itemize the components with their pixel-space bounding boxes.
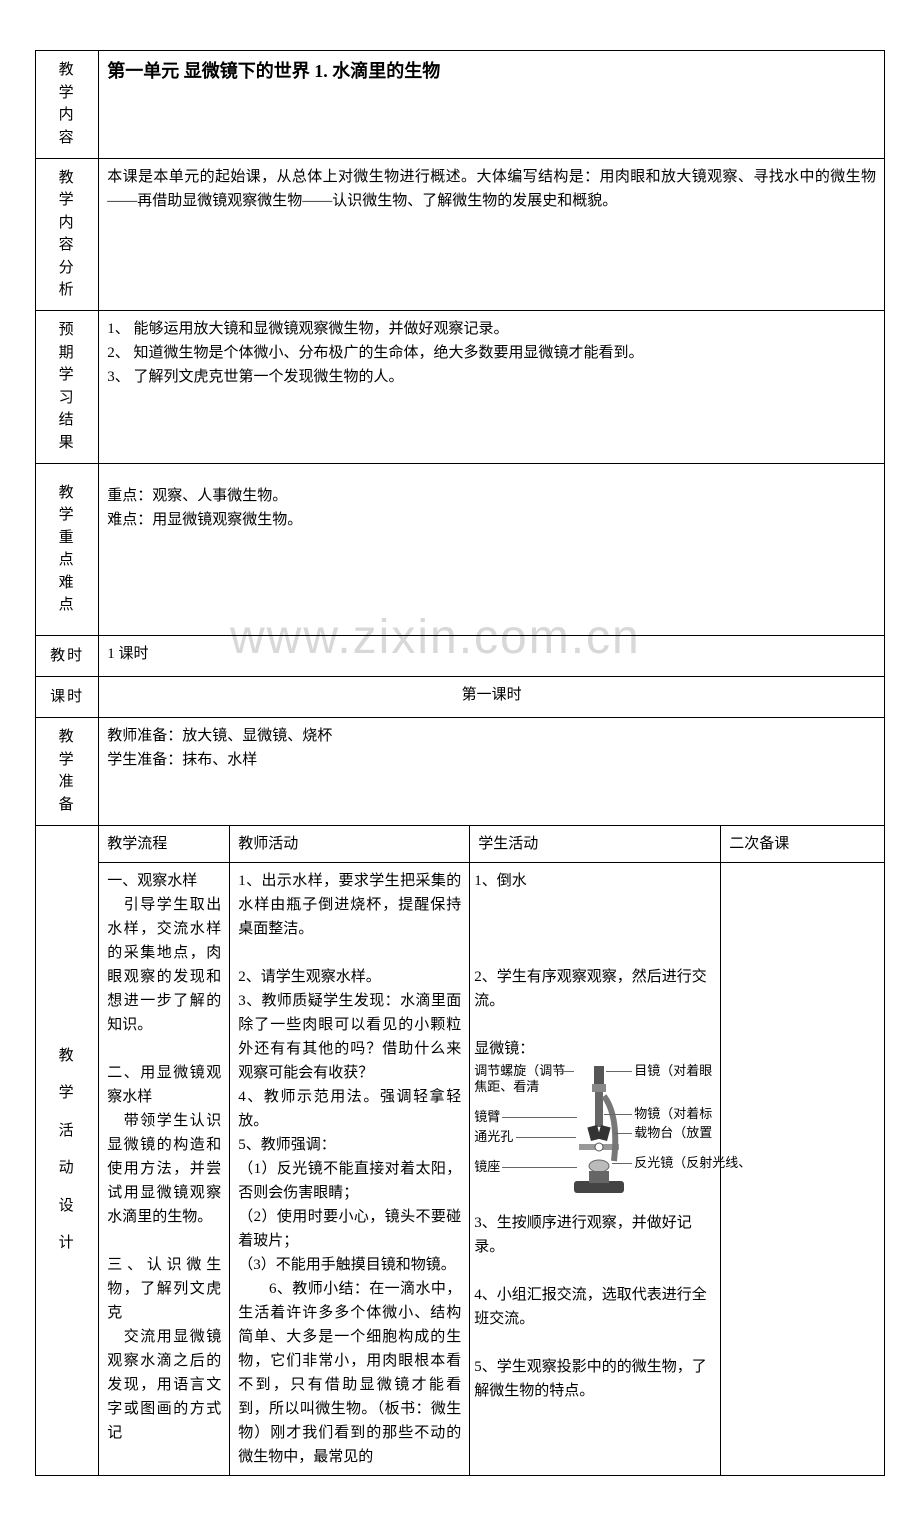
header-teacher: 教师活动 — [230, 825, 470, 862]
activity-flow: 一、观察水样 引导学生取出水样，交流水样的采集地点，肉眼观察的发现和想进一步了解… — [99, 862, 230, 1475]
row7-label: 教学准备 — [36, 718, 99, 826]
microscope-diagram: 调节螺旋（调节焦距、看清 镜臂 通光孔 镜座 目镜（对着眼 物镜（对着标 载物台… — [474, 1061, 684, 1211]
row5-label: 教时 — [36, 636, 99, 677]
leader-line — [606, 1071, 632, 1072]
student-text-bottom: 3、生按顺序进行观察，并做好记录。 4、小组汇报交流，选取代表进行全班交流。 5… — [474, 1211, 716, 1403]
row3-label: 预期学习结果 — [36, 311, 99, 464]
row4-content: 重点：观察、人事微生物。 难点：用显微镜观察微生物。 — [99, 463, 885, 636]
activity-student: 1、倒水 2、学生有序观察观察，然后进行交流。 显微镜： 调节螺旋（调节焦距、看… — [470, 862, 721, 1475]
row5-content: 1 课时 — [99, 636, 885, 677]
row6-content: 第一课时 — [99, 677, 885, 718]
leader-line — [516, 1137, 576, 1138]
row2-content: 本课是本单元的起始课，从总体上对微生物进行概述。大体编写结构是：用肉眼和放大镜观… — [99, 158, 885, 311]
label-adjust: 调节螺旋（调节焦距、看清 — [474, 1063, 569, 1097]
header-student: 学生活动 — [470, 825, 721, 862]
label-eyepiece: 目镜（对着眼 — [634, 1063, 712, 1080]
row7-content: 教师准备：放大镜、显微镜、烧杯 学生准备：抹布、水样 — [99, 718, 885, 826]
header-flow: 教学流程 — [99, 825, 230, 862]
row6-label: 课时 — [36, 677, 99, 718]
label-arm: 镜臂 — [474, 1109, 500, 1126]
row2-label: 教学内容分析 — [36, 158, 99, 311]
leader-line — [554, 1071, 574, 1072]
leader-line — [502, 1167, 577, 1168]
lesson-plan-table: 教学内容 第一单元 显微镜下的世界 1. 水滴里的生物 教学内容分析 本课是本单… — [35, 50, 885, 1476]
row4-label: 教学重点难点 — [36, 463, 99, 636]
row1-content: 第一单元 显微镜下的世界 1. 水滴里的生物 — [99, 51, 885, 159]
row8-label: 教学活动设计 — [36, 825, 99, 1475]
leader-line — [604, 1114, 632, 1115]
label-mirror: 反光镜（反射光线、 — [634, 1155, 751, 1172]
student-text-top: 1、倒水 2、学生有序观察观察，然后进行交流。 显微镜： — [474, 869, 716, 1061]
microscope-icon — [569, 1066, 629, 1196]
header-backup: 二次备课 — [721, 825, 885, 862]
row1-label: 教学内容 — [36, 51, 99, 159]
leader-line — [612, 1163, 632, 1164]
label-stage: 载物台（放置 — [634, 1125, 712, 1142]
activity-teacher: 1、出示水样，要求学生把采集的水样由瓶子倒进烧杯，提醒保持桌面整洁。 2、请学生… — [230, 862, 470, 1475]
leader-line — [502, 1117, 577, 1118]
row3-content: 1、 能够运用放大镜和显微镜观察微生物，并做好观察记录。 2、 知道微生物是个体… — [99, 311, 885, 464]
leader-line — [614, 1133, 632, 1134]
label-base: 镜座 — [474, 1159, 500, 1176]
label-hole: 通光孔 — [474, 1129, 513, 1146]
label-objective: 物镜（对着标 — [634, 1106, 712, 1123]
